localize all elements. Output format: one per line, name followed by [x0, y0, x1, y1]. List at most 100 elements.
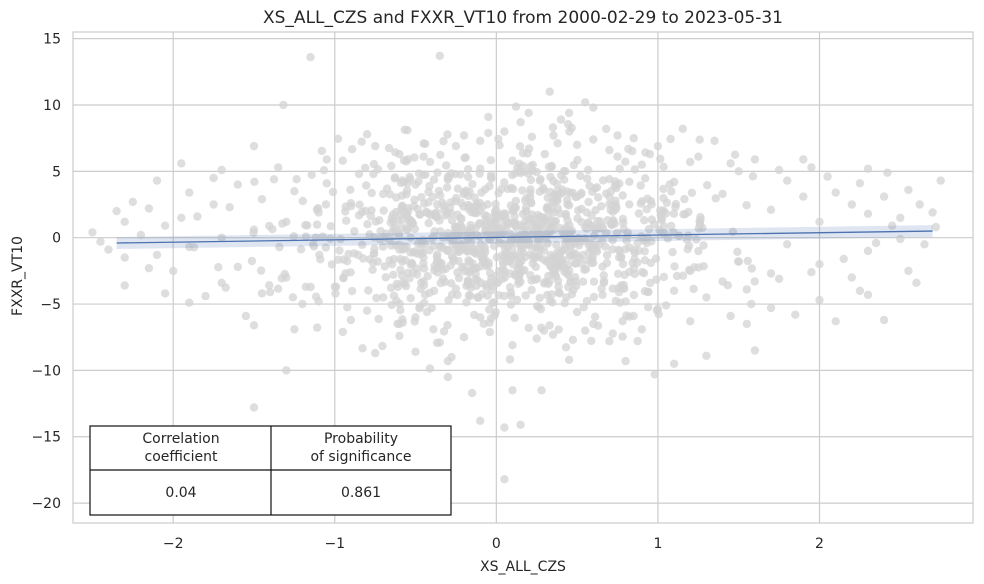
scatter-point: [672, 271, 682, 281]
scatter-point: [662, 198, 672, 207]
scatter-point: [397, 223, 406, 233]
scatter-point: [397, 271, 407, 280]
scatter-point: [608, 284, 617, 293]
scatter-point: [879, 315, 889, 325]
scatter-point: [564, 270, 573, 280]
scatter-point: [209, 173, 218, 183]
scatter-point: [507, 183, 516, 193]
scatter-point: [481, 219, 490, 228]
scatter-point: [488, 226, 497, 235]
scatter-point: [532, 334, 541, 343]
y-tick-label: −15: [31, 430, 61, 446]
scatter-point: [331, 289, 340, 298]
scatter-point: [590, 312, 600, 321]
scatter-point: [543, 239, 552, 248]
scatter-point: [774, 274, 784, 283]
scatter-point: [484, 128, 493, 138]
scatter-point: [702, 293, 711, 302]
scatter-point: [414, 177, 423, 186]
scatter-point: [328, 187, 338, 197]
scatter-point: [699, 241, 708, 250]
scatter-point: [506, 300, 516, 309]
scatter-point: [587, 258, 596, 268]
scatter-point: [577, 188, 586, 198]
scatter-point: [531, 262, 540, 272]
scatter-point: [346, 202, 356, 211]
y-axis-ticks: 15 10 5 0 −5 −10 −15 −20: [31, 32, 61, 512]
scatter-point: [931, 222, 940, 232]
scatter-point: [274, 163, 283, 172]
scatter-point: [398, 315, 407, 324]
scatter-point: [668, 247, 677, 257]
scatter-point: [475, 232, 484, 241]
scatter-point: [420, 290, 430, 299]
scatter-point: [589, 277, 599, 286]
scatter-point: [249, 228, 258, 237]
scatter-point: [378, 341, 387, 351]
x-tick-label: 1: [653, 536, 662, 552]
scatter-point: [465, 187, 474, 197]
table-header-col2-line1: Probability: [324, 431, 398, 447]
scatter-point: [847, 200, 856, 209]
scatter-point: [556, 115, 566, 124]
scatter-point: [331, 282, 341, 291]
scatter-point: [317, 146, 327, 156]
scatter-point: [491, 307, 500, 317]
scatter-point: [546, 187, 555, 197]
x-tick-label: 0: [492, 536, 501, 552]
scatter-point: [645, 278, 655, 288]
scatter-point: [595, 217, 604, 226]
scatter-point: [450, 169, 460, 179]
scatter-point: [268, 225, 277, 234]
scatter-point: [605, 199, 614, 209]
scatter-point: [343, 303, 352, 312]
scatter-point: [608, 245, 617, 254]
scatter-point: [495, 228, 504, 237]
scatter-point: [444, 173, 453, 183]
scatter-point: [456, 213, 465, 223]
scatter-point: [453, 290, 462, 300]
scatter-point: [523, 215, 532, 224]
scatter-point: [614, 245, 623, 254]
scatter-point: [450, 228, 460, 237]
scatter-point: [863, 246, 873, 256]
scatter-point: [510, 169, 520, 178]
scatter-point: [510, 203, 519, 212]
scatter-point: [475, 169, 484, 178]
scatter-point: [385, 190, 395, 199]
correlation-table: Correlation coefficient Probability of s…: [89, 425, 452, 516]
scatter-point: [766, 303, 776, 313]
scatter-point: [419, 259, 428, 268]
scatter-point: [387, 241, 396, 250]
scatter-point: [669, 286, 679, 295]
scatter-point: [422, 307, 432, 317]
scatter-point: [474, 220, 483, 229]
scatter-point: [367, 188, 376, 198]
scatter-point: [389, 270, 398, 279]
scatter-point: [397, 245, 407, 254]
scatter-point: [656, 154, 665, 164]
scatter-point: [799, 192, 808, 201]
scatter-point: [185, 298, 194, 307]
scatter-point: [362, 306, 372, 315]
scatter-point: [342, 216, 351, 225]
scatter-point: [589, 135, 598, 144]
scatter-point: [536, 175, 545, 184]
scatter-point: [433, 168, 442, 177]
scatter-point: [670, 262, 679, 271]
scatter-point: [587, 336, 596, 346]
scatter-point: [221, 283, 230, 292]
scatter-point: [543, 212, 552, 221]
scatter-point: [774, 165, 784, 175]
scatter-point: [387, 260, 397, 269]
scatter-point: [539, 246, 549, 255]
scatter-point: [463, 165, 473, 174]
scatter-point: [669, 359, 679, 368]
scatter-point: [429, 325, 438, 334]
scatter-point: [640, 247, 649, 256]
scatter-point: [311, 292, 321, 301]
scatter-point: [480, 210, 489, 220]
scatter-point: [395, 299, 404, 308]
scatter-point: [692, 235, 701, 244]
scatter-point: [533, 243, 542, 252]
